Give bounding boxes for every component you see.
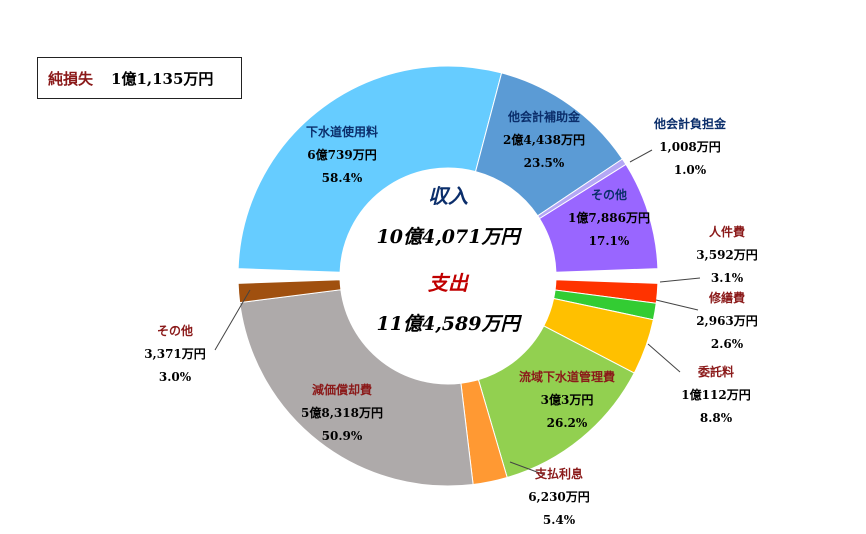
expenditure-leader-6 <box>214 289 251 351</box>
leader-lines <box>214 149 701 476</box>
expenditure-label-percent-0: 3.1% <box>711 271 744 285</box>
expenditure-leader-1 <box>655 299 699 311</box>
revenue-label-name-1: 他会計補助金 <box>507 109 581 124</box>
revenue-label-name-2: 他会計負担金 <box>653 116 727 131</box>
revenue-label-amount-0: 6億739万円 <box>307 147 376 162</box>
expenditure-label-name-6: その他 <box>157 323 193 338</box>
revenue-leader-2 <box>629 149 653 163</box>
expenditure-label-percent-2: 8.8% <box>700 411 733 425</box>
expenditure-label-percent-4: 5.4% <box>543 513 576 527</box>
expenditure-label-percent-6: 3.0% <box>159 370 192 384</box>
revenue-label-name-0: 下水道使用料 <box>306 124 378 139</box>
revenue-center-total: 10億4,071万円 <box>377 226 523 248</box>
revenue-label-amount-1: 2億4,438万円 <box>503 132 585 147</box>
net-loss-box: 純損失 1億1,135万円 <box>37 57 242 99</box>
revenue-slice-3 <box>538 163 659 273</box>
slice-labels: 下水道使用料 6億739万円 58.4% 他会計補助金 2億4,438万円 23.5% 他会… <box>144 109 758 527</box>
expenditure-label-name-4: 支払利息 <box>534 466 583 481</box>
expenditure-label-amount-1: 2,963万円 <box>696 314 758 328</box>
expenditure-center-title: 支出 <box>428 271 470 295</box>
net-loss-label: 純損失 <box>48 69 94 88</box>
revenue-slice-0 <box>237 65 503 273</box>
revenue-center-title: 収入 <box>428 184 468 208</box>
revenue-label-percent-2: 1.0% <box>674 163 707 177</box>
expenditure-label-amount-4: 6,230万円 <box>528 490 590 504</box>
expenditure-label-amount-6: 3,371万円 <box>144 347 206 361</box>
revenue-label-name-3: その他 <box>591 187 627 202</box>
expenditure-label-amount-3: 3億3万円 <box>541 392 594 407</box>
expenditure-label-name-2: 委託料 <box>697 364 734 379</box>
expenditure-center-total: 11億4,589万円 <box>377 313 523 335</box>
revenue-label-amount-3: 1億7,886万円 <box>568 210 650 225</box>
expenditure-slice-6 <box>237 279 342 304</box>
revenue-label-percent-3: 17.1% <box>589 234 630 248</box>
expenditure-label-name-0: 人件費 <box>709 224 745 239</box>
revenue-label-amount-2: 1,008万円 <box>659 140 721 154</box>
expenditure-slice-5 <box>239 289 474 487</box>
expenditure-label-percent-1: 2.6% <box>711 337 744 351</box>
revenue-label-percent-1: 23.5% <box>524 156 565 170</box>
expenditure-label-amount-2: 1億112万円 <box>681 387 750 402</box>
expenditure-label-name-3: 流域下水道管理費 <box>519 369 615 384</box>
expenditure-label-name-1: 修繕費 <box>708 290 745 305</box>
expenditure-leader-2 <box>647 343 681 373</box>
slice-group <box>237 65 659 487</box>
expenditure-label-amount-5: 5億8,318万円 <box>301 405 383 420</box>
expenditure-label-percent-5: 50.9% <box>322 429 363 443</box>
expenditure-label-percent-3: 26.2% <box>547 416 588 430</box>
expenditure-label-name-5: 減価償却費 <box>312 382 372 397</box>
revenue-label-percent-0: 58.4% <box>322 171 363 185</box>
expenditure-label-amount-0: 3,592万円 <box>696 248 758 262</box>
expenditure-leader-0 <box>659 277 701 283</box>
expenditure-leader-4 <box>509 461 546 476</box>
net-loss-value: 1億1,135万円 <box>111 69 214 88</box>
